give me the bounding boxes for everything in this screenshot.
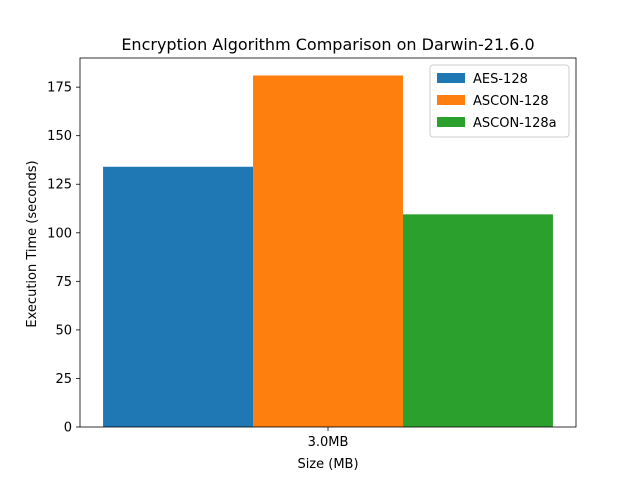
bars-layer [103, 75, 553, 428]
y-tick-label: 75 [55, 275, 72, 290]
ticks-layer: 3.0MB 0 25 50 75 100 125 150 175 [47, 81, 348, 450]
y-tick-label: 25 [55, 372, 72, 387]
bar-ascon-128a [402, 214, 553, 427]
y-tick-label: 100 [47, 226, 72, 241]
legend-swatch [437, 95, 465, 105]
legend-label: ASCON-128a [473, 116, 557, 131]
legend-swatch [437, 117, 465, 127]
bar-aes-128 [103, 166, 254, 428]
legend-swatch [437, 73, 465, 83]
y-axis-label: Execution Time (seconds) [25, 160, 40, 327]
y-tick-label: 175 [47, 81, 72, 96]
y-tick-label: 150 [47, 129, 72, 144]
y-tick-label: 125 [47, 178, 72, 193]
chart-title: Encryption Algorithm Comparison on Darwi… [121, 35, 534, 54]
legend-label: ASCON-128 [473, 94, 549, 109]
x-axis-label: Size (MB) [297, 457, 358, 472]
legend-label: AES-128 [473, 72, 528, 87]
x-tick-label: 3.0MB [308, 435, 349, 450]
y-tick-label: 0 [64, 421, 72, 436]
legend: AES-128 ASCON-128 ASCON-128a [429, 64, 570, 138]
bar-ascon-128 [253, 75, 403, 428]
y-tick-label: 50 [55, 323, 72, 338]
